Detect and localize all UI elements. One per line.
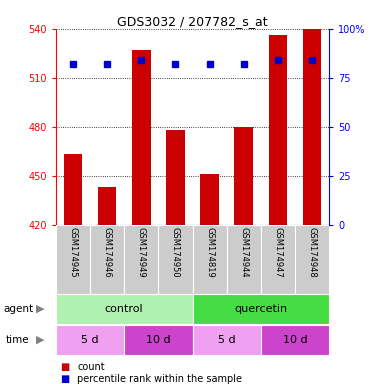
Bar: [90, 225, 124, 294]
Bar: [64, 154, 82, 225]
Text: 5 d: 5 d: [218, 335, 236, 345]
Title: GDS3032 / 207782_s_at: GDS3032 / 207782_s_at: [117, 15, 268, 28]
Bar: [124, 225, 158, 294]
Text: ▶: ▶: [36, 304, 45, 314]
Bar: [56, 225, 90, 294]
Text: ■: ■: [60, 362, 69, 372]
Bar: [234, 127, 253, 225]
Bar: [268, 35, 287, 225]
Text: agent: agent: [4, 304, 34, 314]
Text: GSM174947: GSM174947: [273, 227, 283, 278]
Bar: [192, 225, 227, 294]
Text: GSM174819: GSM174819: [205, 227, 214, 278]
Text: GSM174949: GSM174949: [137, 227, 146, 277]
Bar: [261, 225, 295, 294]
Text: 10 d: 10 d: [146, 335, 171, 345]
Text: ■: ■: [60, 374, 69, 384]
Text: time: time: [6, 335, 29, 345]
Text: GSM174945: GSM174945: [69, 227, 77, 277]
Text: ▶: ▶: [36, 335, 45, 345]
Bar: [192, 295, 329, 324]
Text: quercetin: quercetin: [234, 304, 287, 314]
Text: 10 d: 10 d: [283, 335, 307, 345]
Text: GSM174944: GSM174944: [239, 227, 248, 277]
Text: count: count: [77, 362, 105, 372]
Bar: [192, 325, 261, 354]
Bar: [295, 225, 329, 294]
Bar: [227, 225, 261, 294]
Bar: [158, 225, 192, 294]
Text: control: control: [105, 304, 144, 314]
Text: percentile rank within the sample: percentile rank within the sample: [77, 374, 242, 384]
Text: GSM174946: GSM174946: [102, 227, 112, 278]
Bar: [132, 50, 151, 225]
Text: GSM174948: GSM174948: [308, 227, 316, 278]
Bar: [303, 27, 321, 225]
Bar: [166, 130, 185, 225]
Bar: [56, 295, 192, 324]
Bar: [124, 325, 192, 354]
Text: 5 d: 5 d: [81, 335, 99, 345]
Bar: [200, 174, 219, 225]
Bar: [98, 187, 117, 225]
Bar: [56, 325, 124, 354]
Text: GSM174950: GSM174950: [171, 227, 180, 277]
Bar: [261, 325, 329, 354]
